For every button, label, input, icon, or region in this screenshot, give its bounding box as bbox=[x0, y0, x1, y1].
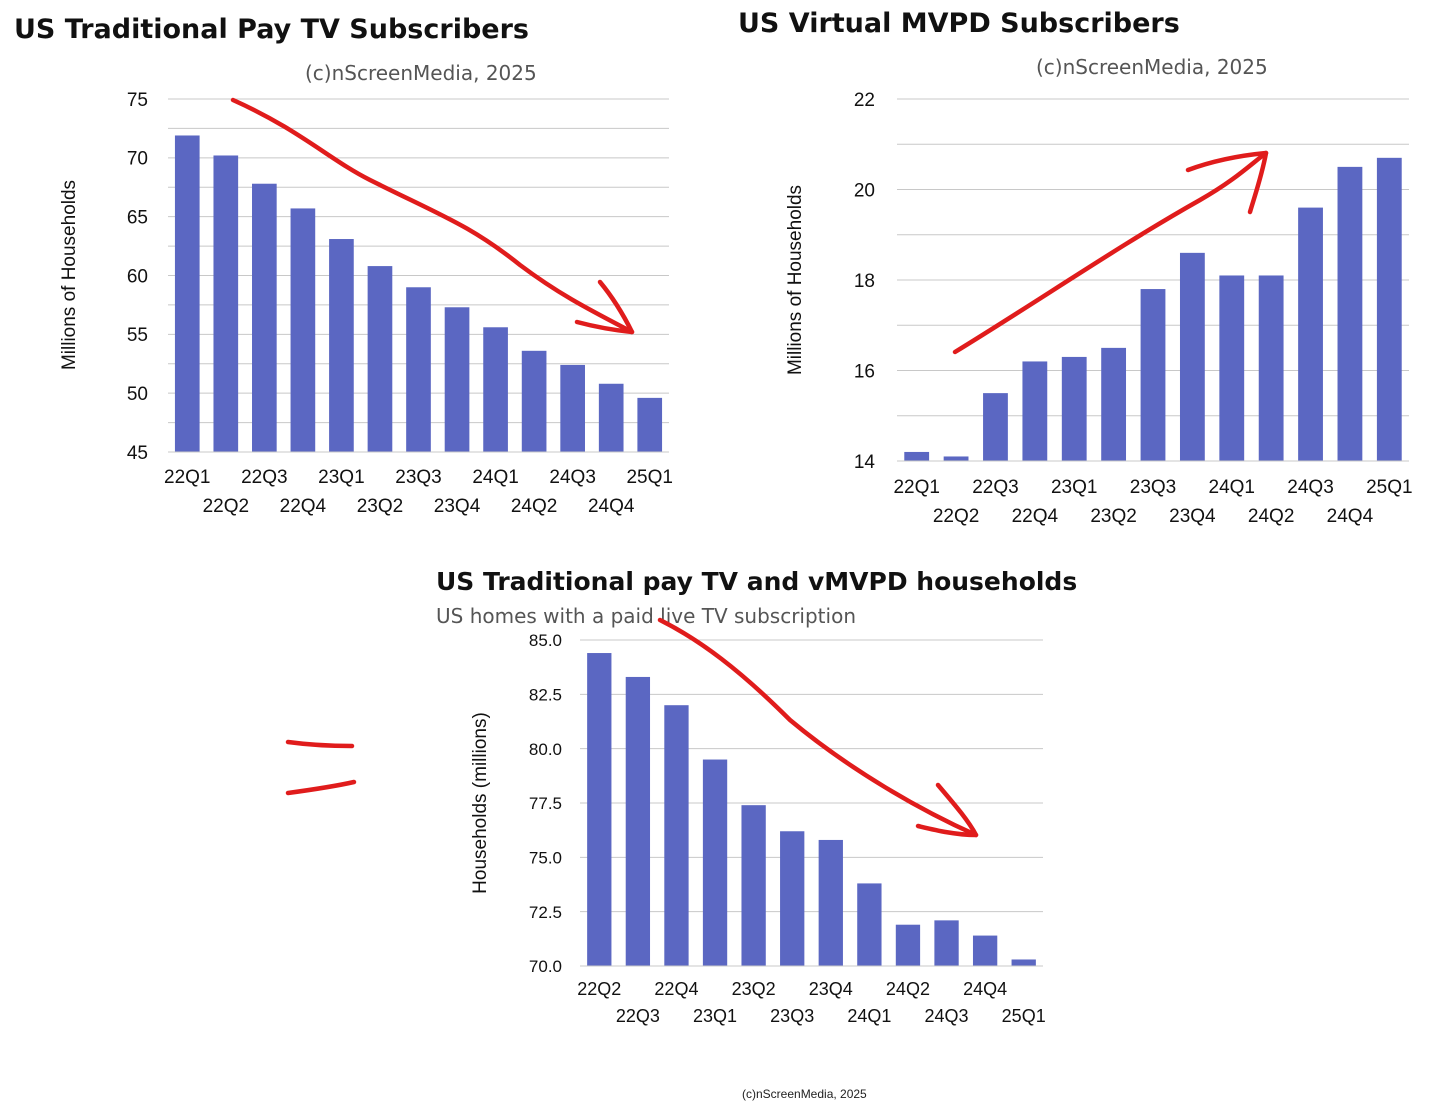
x-tick-label: 24Q1 bbox=[472, 467, 518, 488]
x-tick-label: 24Q2 bbox=[511, 496, 557, 517]
x-tick-label: 22Q3 bbox=[972, 477, 1018, 498]
y-tick-label: 20 bbox=[854, 180, 875, 201]
bar-24q2 bbox=[895, 924, 921, 966]
bar-22q2 bbox=[943, 456, 969, 461]
y-tick-label: 75 bbox=[127, 90, 148, 111]
bar-24q3 bbox=[934, 920, 959, 966]
bar-22q4 bbox=[664, 705, 689, 966]
x-tick-label: 22Q2 bbox=[577, 979, 621, 999]
x-tick-label: 25Q1 bbox=[1002, 1006, 1046, 1026]
x-tick-label: 23Q3 bbox=[395, 467, 441, 488]
y-tick-label: 80.0 bbox=[529, 740, 562, 759]
bar-22q2 bbox=[587, 653, 612, 966]
x-tick-label: 24Q3 bbox=[549, 467, 595, 488]
y-tick-label: 60 bbox=[127, 266, 148, 287]
y-tick-label: 50 bbox=[127, 384, 148, 405]
bar-25q1 bbox=[637, 397, 663, 452]
y-tick-label: 70.0 bbox=[529, 957, 562, 976]
y-tick-label: 14 bbox=[854, 452, 876, 473]
x-tick-label: 23Q2 bbox=[357, 496, 403, 517]
x-tick-label: 22Q4 bbox=[1012, 506, 1059, 527]
x-tick-label: 24Q1 bbox=[1209, 477, 1255, 498]
x-tick-label: 22Q2 bbox=[933, 506, 979, 527]
bar-25q1 bbox=[1011, 959, 1036, 966]
x-tick-label: 24Q4 bbox=[588, 496, 635, 517]
bar-23q1 bbox=[1061, 356, 1087, 461]
chart2-title: US Virtual MVPD Subscribers bbox=[738, 8, 1180, 39]
x-tick-label: 22Q4 bbox=[654, 979, 698, 999]
chart1-subtitle: (c)nScreenMedia, 2025 bbox=[305, 61, 537, 85]
y-tick-label: 72.5 bbox=[529, 903, 562, 922]
x-tick-label: 24Q3 bbox=[1287, 477, 1333, 498]
y-tick-label: 82.5 bbox=[529, 685, 562, 704]
x-tick-label: 24Q2 bbox=[1248, 506, 1294, 527]
y-tick-label: 22 bbox=[854, 90, 875, 111]
bar-24q4 bbox=[972, 935, 998, 966]
x-tick-label: 22Q3 bbox=[616, 1006, 660, 1026]
x-tick-label: 23Q1 bbox=[693, 1006, 737, 1026]
y-tick-label: 77.5 bbox=[529, 794, 562, 813]
x-tick-label: 23Q1 bbox=[318, 467, 364, 488]
x-tick-label: 25Q1 bbox=[1366, 477, 1412, 498]
x-tick-label: 22Q3 bbox=[241, 467, 287, 488]
x-tick-label: 22Q1 bbox=[164, 467, 210, 488]
x-tick-label: 22Q2 bbox=[203, 496, 249, 517]
y-axis-label: Households (millions) bbox=[470, 712, 491, 894]
x-tick-label: 25Q1 bbox=[626, 467, 672, 488]
bar-24q4 bbox=[598, 383, 624, 452]
y-tick-label: 55 bbox=[127, 325, 148, 346]
bar-22q4 bbox=[1022, 361, 1048, 461]
x-tick-label: 24Q4 bbox=[1327, 506, 1374, 527]
x-tick-label: 24Q3 bbox=[925, 1006, 969, 1026]
y-tick-label: 45 bbox=[127, 443, 148, 464]
x-tick-label: 24Q1 bbox=[847, 1006, 891, 1026]
x-tick-label: 23Q1 bbox=[1051, 477, 1097, 498]
y-tick-label: 16 bbox=[854, 361, 875, 382]
y-tick-label: 85.0 bbox=[529, 631, 562, 650]
x-tick-label: 24Q2 bbox=[886, 979, 930, 999]
chart1-title: US Traditional Pay TV Subscribers bbox=[14, 14, 529, 45]
bar-22q1 bbox=[174, 135, 200, 452]
bar-23q3 bbox=[780, 831, 805, 966]
bar-24q4 bbox=[1337, 166, 1363, 461]
x-tick-label: 23Q3 bbox=[1130, 477, 1176, 498]
y-axis-label: Millions of Households bbox=[785, 185, 806, 375]
bar-22q1 bbox=[904, 451, 930, 461]
bar-23q4 bbox=[818, 839, 843, 966]
x-tick-label: 23Q2 bbox=[1090, 506, 1136, 527]
x-tick-label: 23Q4 bbox=[1169, 506, 1216, 527]
bar-24q2 bbox=[521, 350, 547, 452]
bar-23q1 bbox=[702, 759, 728, 966]
x-tick-label: 22Q1 bbox=[893, 477, 939, 498]
bar-24q3 bbox=[560, 364, 585, 452]
bar-24q3 bbox=[1298, 207, 1323, 461]
bar-22q3 bbox=[983, 393, 1008, 461]
chart3-title: US Traditional pay TV and vMVPD househol… bbox=[436, 567, 1078, 596]
bar-25q1 bbox=[1376, 157, 1402, 461]
y-axis-label: Millions of Households bbox=[59, 180, 80, 370]
x-tick-label: 23Q4 bbox=[434, 496, 481, 517]
x-tick-label: 23Q2 bbox=[732, 979, 776, 999]
y-tick-label: 75.0 bbox=[529, 848, 562, 867]
y-tick-label: 70 bbox=[127, 149, 148, 170]
x-tick-label: 23Q4 bbox=[809, 979, 853, 999]
bar-24q1 bbox=[483, 327, 508, 452]
y-tick-label: 65 bbox=[127, 208, 148, 229]
bar-22q3 bbox=[625, 676, 651, 966]
bar-23q2 bbox=[741, 805, 766, 966]
x-tick-label: 23Q3 bbox=[770, 1006, 814, 1026]
bar-23q2 bbox=[1101, 347, 1127, 461]
x-tick-label: 24Q4 bbox=[963, 979, 1007, 999]
x-tick-label: 22Q4 bbox=[280, 496, 327, 517]
chart2-subtitle: (c)nScreenMedia, 2025 bbox=[1036, 55, 1268, 79]
bar-24q1 bbox=[857, 883, 882, 966]
footer-credit: (c)nScreenMedia, 2025 bbox=[742, 1087, 867, 1101]
y-tick-label: 18 bbox=[854, 271, 875, 292]
